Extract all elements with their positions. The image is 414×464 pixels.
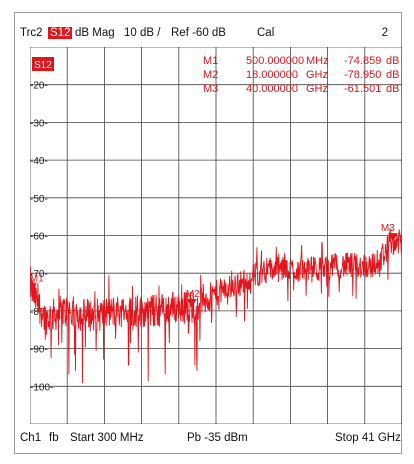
- marker-y: -78.950: [344, 69, 382, 81]
- y-tick-label: -70-: [30, 269, 48, 280]
- marker-xunit: MHz: [306, 55, 329, 67]
- start-frequency[interactable]: Start 300 MHz: [70, 432, 144, 444]
- y-axis-tick-labels: -20--30--40--50--60--70--80--90--100-: [30, 81, 53, 394]
- marker-yunit: dB: [386, 55, 400, 67]
- grid-lines: [30, 47, 402, 424]
- stop-frequency[interactable]: Stop 41 GHz: [335, 432, 401, 444]
- y-tick-label: -20-: [30, 81, 48, 92]
- y-tick-label: -60-: [30, 232, 48, 243]
- source-power[interactable]: Pb -35 dBm: [187, 432, 248, 444]
- y-tick-label: -90-: [30, 345, 48, 356]
- trace-badge-bg: [32, 57, 54, 71]
- y-tick-label: -40-: [30, 156, 48, 167]
- s12-trace: [30, 228, 402, 384]
- marker-1-label: M1: [30, 274, 44, 285]
- ref-level-label[interactable]: Ref -60 dB: [171, 27, 226, 39]
- marker-xunit: GHz: [306, 83, 328, 95]
- cal-status: Cal: [257, 27, 275, 39]
- marker-name: M3: [203, 83, 219, 95]
- marker-yunit: dB: [386, 69, 400, 81]
- format-label[interactable]: dB Mag: [75, 27, 115, 39]
- marker-y: -61.501: [344, 83, 382, 95]
- marker-y: -74.859: [344, 55, 382, 67]
- marker-3-symbol[interactable]: [387, 233, 398, 242]
- fb-label: fb: [49, 432, 59, 444]
- display-frame: [14, 12, 402, 454]
- marker-2-label: M2: [186, 289, 200, 300]
- marker-2-symbol[interactable]: [186, 298, 197, 307]
- marker-x: 500.000000: [246, 55, 305, 67]
- marker-1-symbol[interactable]: [30, 283, 37, 292]
- trace-name[interactable]: Trc2: [20, 27, 43, 39]
- marker-3-label: M3: [381, 223, 395, 234]
- channel-label[interactable]: Ch1: [20, 432, 42, 444]
- marker-name: M2: [203, 69, 219, 81]
- trace-plot[interactable]: -20--30--40--50--60--70--80--90--100- S1…: [30, 47, 402, 424]
- marker-x: 18.000000: [246, 69, 298, 81]
- marker-xunit: GHz: [306, 69, 328, 81]
- channel-number: 2: [381, 27, 388, 39]
- s-parameter-badge[interactable]: S12: [48, 27, 73, 39]
- marker-symbols: M1 M2 M3: [30, 223, 398, 307]
- y-tick-label: -30-: [30, 118, 48, 129]
- marker-name: M1: [203, 55, 219, 67]
- marker-yunit: dB: [386, 83, 400, 95]
- trace-badge: S12: [34, 60, 52, 71]
- y-tick-label: -50-: [30, 194, 48, 205]
- scale-label[interactable]: 10 dB /: [124, 27, 161, 39]
- y-tick-label: -100-: [30, 382, 53, 393]
- marker-x: 40.000000: [246, 83, 298, 95]
